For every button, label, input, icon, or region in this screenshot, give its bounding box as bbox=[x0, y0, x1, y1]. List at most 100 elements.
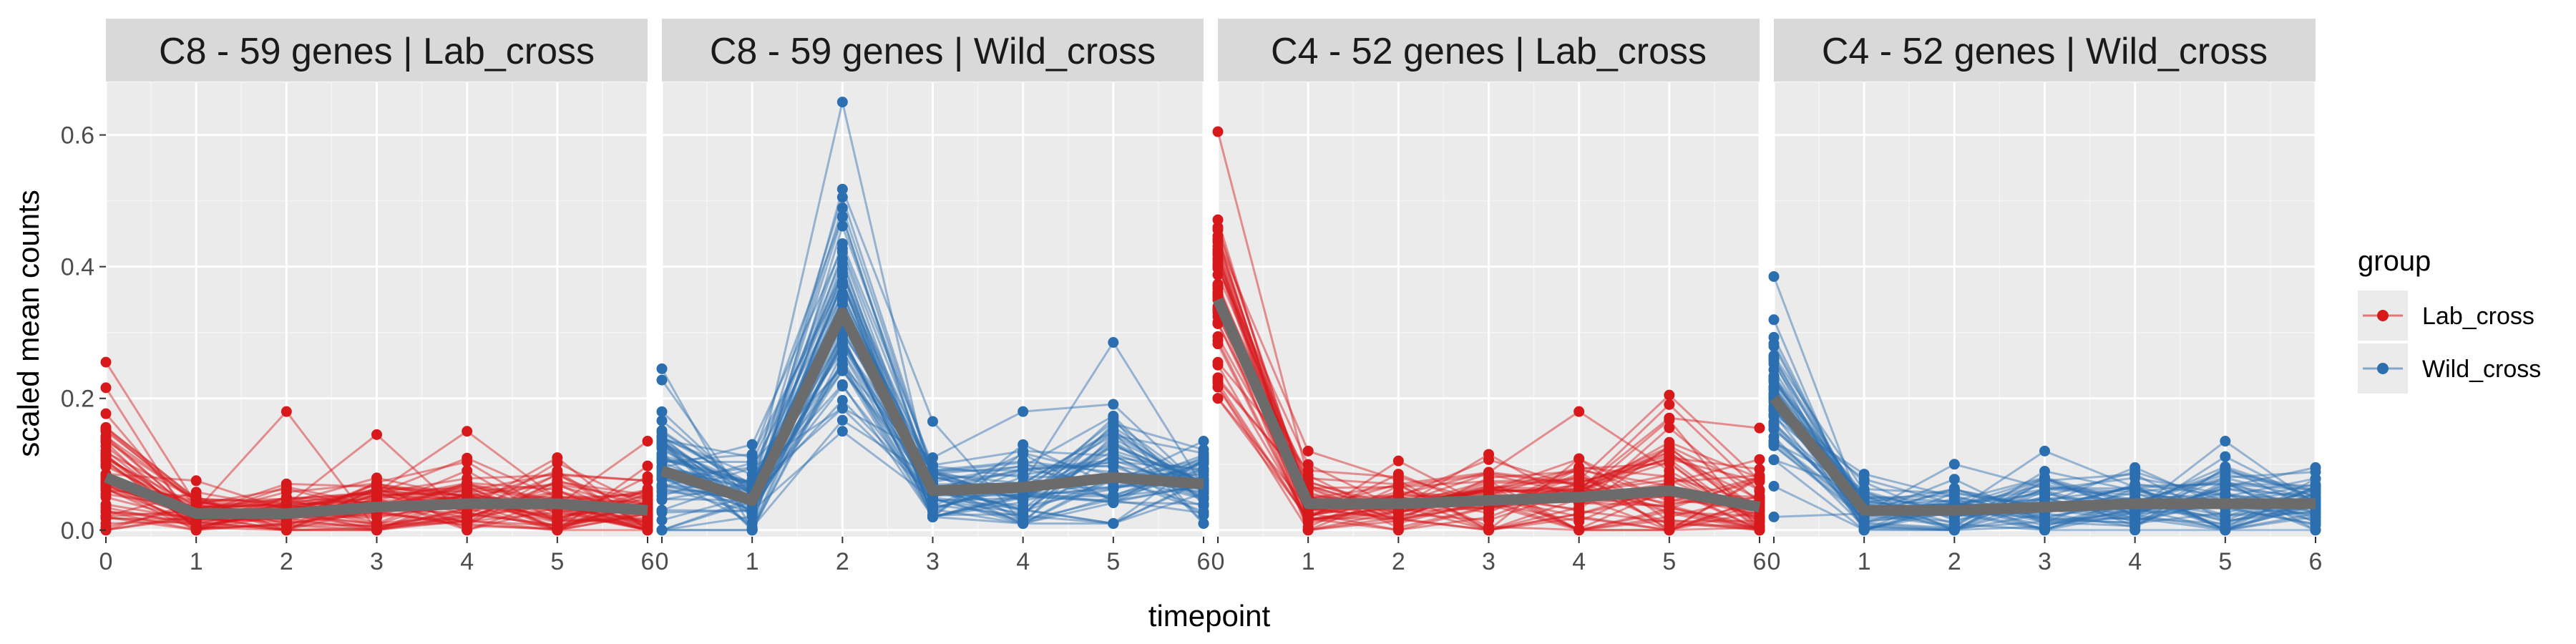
gene-point bbox=[836, 280, 848, 291]
gene-point bbox=[100, 452, 112, 463]
gene-point bbox=[1574, 454, 1585, 465]
gene-point bbox=[1664, 399, 1675, 410]
gene-point bbox=[2310, 525, 2321, 536]
gene-point bbox=[1212, 338, 1224, 350]
gene-point bbox=[656, 525, 668, 536]
gene-point bbox=[1574, 516, 1585, 527]
gene-point bbox=[1664, 436, 1675, 448]
legend-title: group bbox=[2358, 245, 2431, 277]
gene-point bbox=[1212, 224, 1224, 235]
gene-point bbox=[1018, 472, 1029, 483]
y-axis-title: scaled mean counts bbox=[11, 190, 45, 457]
gene-point bbox=[1948, 482, 1960, 494]
gene-point bbox=[100, 382, 112, 394]
gene-point bbox=[1948, 459, 1960, 470]
gene-point bbox=[836, 246, 848, 258]
gene-point bbox=[1664, 500, 1675, 512]
x-tick-label: 3 bbox=[926, 548, 940, 575]
gene-point bbox=[2220, 515, 2231, 527]
gene-point bbox=[1664, 447, 1675, 458]
gene-point bbox=[1664, 457, 1675, 468]
y-tick-label: 0.2 bbox=[61, 386, 94, 413]
gene-point bbox=[1574, 406, 1585, 417]
gene-point bbox=[371, 525, 382, 536]
gene-point bbox=[836, 220, 848, 232]
x-tick-label: 1 bbox=[190, 548, 203, 575]
gene-point bbox=[927, 502, 938, 514]
gene-point bbox=[100, 408, 112, 419]
gene-point bbox=[462, 525, 473, 536]
gene-point bbox=[1858, 474, 1870, 485]
x-tick-label: 1 bbox=[1858, 548, 1871, 575]
gene-point bbox=[656, 426, 668, 438]
gene-point bbox=[836, 328, 848, 339]
gene-point bbox=[1108, 399, 1119, 410]
gene-point bbox=[1198, 493, 1209, 504]
facet-panel: C8 - 59 genes | Lab_cross 0 1 2 3 4 5 6 bbox=[99, 19, 655, 575]
gene-point bbox=[100, 422, 112, 434]
gene-point bbox=[462, 484, 473, 495]
legend-entries: Lab_cross Wild_cross bbox=[2358, 291, 2541, 394]
gene-point bbox=[280, 478, 292, 489]
gene-point bbox=[927, 452, 938, 464]
gene-point bbox=[462, 465, 473, 477]
x-tick-label: 2 bbox=[280, 548, 293, 575]
x-tick-label: 3 bbox=[2038, 548, 2051, 575]
gene-point bbox=[746, 525, 758, 536]
gene-point bbox=[1754, 454, 1765, 465]
gene-point bbox=[1768, 481, 1780, 492]
gene-point bbox=[836, 183, 848, 195]
gene-point bbox=[1768, 511, 1780, 522]
gene-point bbox=[1212, 258, 1224, 270]
gene-point bbox=[2220, 489, 2231, 500]
gene-point bbox=[1483, 467, 1494, 479]
y-tick-label: 0.4 bbox=[61, 254, 94, 281]
gene-point bbox=[836, 203, 848, 214]
gene-point bbox=[1754, 422, 1765, 434]
facet-strip-label: C4 - 52 genes | Lab_cross bbox=[1271, 31, 1707, 72]
x-tick-label: 3 bbox=[370, 548, 384, 575]
gene-point bbox=[1768, 331, 1780, 343]
gene-point bbox=[462, 426, 473, 437]
legend-entry: Lab_cross bbox=[2358, 291, 2534, 341]
gene-point bbox=[100, 356, 112, 368]
gene-point bbox=[746, 508, 758, 519]
gene-point bbox=[1392, 455, 1404, 467]
x-tick-label: 5 bbox=[1662, 548, 1676, 575]
gene-point bbox=[746, 439, 758, 450]
x-tick-label: 6 bbox=[641, 548, 655, 575]
facet-strip bbox=[1774, 19, 2316, 82]
x-tick-label: 1 bbox=[1302, 548, 1315, 575]
x-tick-label: 4 bbox=[460, 548, 474, 575]
gene-point bbox=[746, 469, 758, 481]
x-tick-label: 4 bbox=[2128, 548, 2142, 575]
gene-point bbox=[1768, 437, 1780, 449]
gene-point bbox=[280, 493, 292, 504]
gene-point bbox=[642, 471, 653, 482]
gene-point bbox=[836, 414, 848, 426]
gene-point bbox=[1212, 269, 1224, 280]
gene-point bbox=[746, 457, 758, 469]
gene-point bbox=[1302, 445, 1314, 457]
gene-point bbox=[1754, 525, 1765, 536]
gene-point bbox=[2039, 517, 2050, 529]
x-tick-label: 6 bbox=[1753, 548, 1767, 575]
gene-point bbox=[100, 435, 112, 447]
gene-point bbox=[2039, 445, 2050, 457]
x-tick-label: 2 bbox=[1948, 548, 1961, 575]
gene-point bbox=[2129, 521, 2141, 532]
gene-point bbox=[2220, 472, 2231, 483]
gene-point bbox=[1198, 436, 1209, 447]
gene-point bbox=[656, 481, 668, 492]
gene-point bbox=[1768, 350, 1780, 361]
gene-point bbox=[1768, 270, 1780, 282]
gene-point bbox=[836, 97, 848, 108]
x-tick-label: 1 bbox=[746, 548, 759, 575]
gene-point bbox=[656, 406, 668, 417]
mean-line bbox=[1770, 394, 2316, 516]
gene-point bbox=[2220, 522, 2231, 534]
gene-point bbox=[552, 525, 563, 536]
gene-point bbox=[836, 211, 848, 223]
gene-point bbox=[1768, 454, 1780, 466]
